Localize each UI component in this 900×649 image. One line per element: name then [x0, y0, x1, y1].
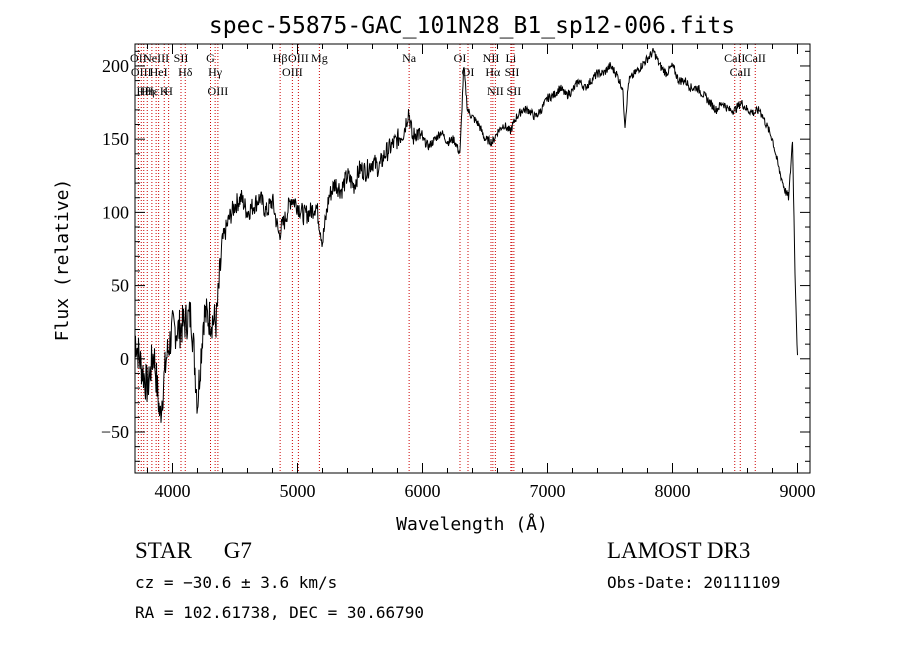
spectral-line-labels: OIIOIIIHθHηHεNeIIIHeIKHSIIHδGHγOIIIHβOII…: [130, 51, 766, 98]
obs-date-text: Obs-Date: 20111109: [607, 573, 781, 592]
line-label-28: CaII: [730, 65, 751, 79]
line-label-2: Hθ: [137, 84, 152, 98]
object-class-text: STAR: [135, 538, 192, 563]
line-label-15: OIII: [282, 65, 303, 79]
y-tick-label-5: 200: [102, 56, 129, 76]
object-subclass-text: G7: [223, 538, 252, 563]
x-tick-label-4: 8000: [655, 481, 691, 501]
axis-ticks: 4000 5000 6000 7000 8000 9000 −50 0 50 100 150 200: [101, 44, 816, 501]
line-label-1: OIII: [131, 65, 152, 79]
line-label-7: K: [160, 84, 169, 98]
chart-title: spec-55875-GAC_101N28_B1_sp12-006.fits: [209, 13, 735, 39]
line-label-11: G: [206, 51, 215, 65]
y-tick-label-1: 0: [120, 349, 129, 369]
line-label-18: Na: [402, 51, 417, 65]
line-label-26: SII: [507, 84, 522, 98]
line-label-13: OIII: [208, 84, 229, 98]
x-tick-label-3: 7000: [530, 481, 566, 501]
line-label-27: CaII: [724, 51, 745, 65]
y-tick-label-3: 100: [102, 202, 129, 222]
line-label-21: NII: [483, 51, 500, 65]
line-label-12: Hγ: [208, 65, 223, 79]
line-label-23: NII: [487, 84, 504, 98]
line-label-25: SII: [505, 65, 520, 79]
redshift-text: cz = −30.6 ± 3.6 km/s: [135, 573, 338, 592]
line-label-20: OI: [462, 65, 475, 79]
line-label-29: CaII: [745, 51, 766, 65]
x-tick-label-0: 4000: [155, 481, 191, 501]
line-label-19: OI: [454, 51, 467, 65]
coordinates-text: RA = 102.61738, DEC = 30.66790: [135, 603, 424, 622]
plot-frame: [134, 43, 811, 474]
spectrum-line: [134, 47, 798, 423]
x-tick-label-2: 6000: [405, 481, 441, 501]
x-tick-label-5: 9000: [780, 481, 816, 501]
line-label-6: HeI: [150, 65, 168, 79]
y-tick-label-4: 150: [102, 129, 129, 149]
line-label-5: NeIII: [143, 51, 169, 65]
line-label-14: Hβ: [273, 51, 288, 65]
line-label-24: Li: [506, 51, 517, 65]
line-label-4: Hε: [145, 84, 159, 98]
y-axis-label: Flux (relative): [52, 179, 73, 342]
line-label-0: OII: [130, 51, 147, 65]
y-tick-label-0: −50: [101, 422, 129, 442]
x-tick-label-1: 5000: [280, 481, 316, 501]
object-class: STAR G7: [135, 538, 252, 564]
spectral-line-markers: [137, 44, 756, 473]
x-axis-label: Wavelength (Å): [396, 513, 548, 535]
line-label-17: Mg: [311, 51, 328, 65]
y-tick-label-2: 50: [111, 276, 129, 296]
line-label-10: Hδ: [178, 65, 193, 79]
line-label-3: Hη: [140, 84, 155, 98]
line-label-16: OIII: [288, 51, 309, 65]
survey-name: LAMOST DR3: [607, 538, 751, 563]
line-label-9: SII: [174, 51, 189, 65]
line-label-8: H: [164, 84, 173, 98]
line-label-22: Hα: [485, 65, 501, 79]
